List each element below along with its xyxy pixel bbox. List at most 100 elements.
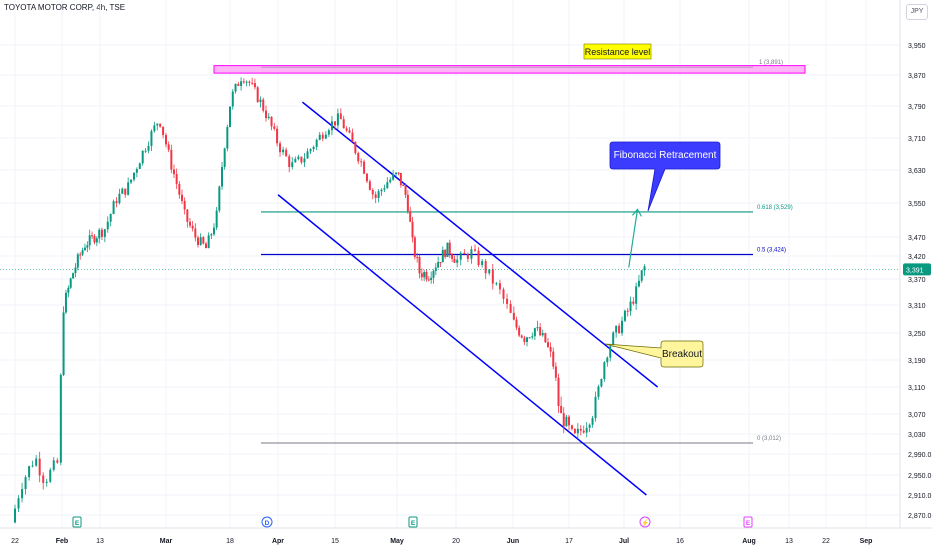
price-tick-label: 3,870 <box>908 73 926 80</box>
candle-body <box>404 185 407 195</box>
candle <box>91 231 94 240</box>
candle <box>609 343 612 362</box>
time-axis[interactable]: 22 Feb 13 Mar 18 Apr 15 May 20 Jun 17 Jul 16 Aug 13 22 S… <box>11 538 872 545</box>
candle <box>218 185 221 213</box>
candle-body <box>570 425 573 429</box>
candle-body <box>474 249 476 251</box>
candle <box>181 189 183 205</box>
vertical-gridlines <box>14 0 867 528</box>
event-marker-glyph: D <box>265 520 270 527</box>
candle-body <box>554 366 557 378</box>
candle <box>409 206 412 223</box>
candle <box>365 172 368 184</box>
candle <box>98 228 101 244</box>
candle-body <box>374 194 377 198</box>
candle-body <box>306 151 309 159</box>
candle <box>570 424 573 431</box>
candle <box>88 229 91 250</box>
candle <box>491 264 494 290</box>
candle-body <box>28 466 31 478</box>
candle <box>248 80 251 87</box>
price-axis[interactable]: 2,870.0 2,910.0 2,950.0 2,990.0 3,030 3,070 3,… <box>903 43 931 520</box>
candle-body <box>430 277 433 280</box>
candle <box>213 223 215 236</box>
candle-body <box>251 82 254 84</box>
candle <box>351 128 354 142</box>
currency-button[interactable]: JPY <box>906 4 928 20</box>
fib-callout-box <box>609 141 721 212</box>
candle-body <box>321 134 324 139</box>
candle-body <box>606 357 609 363</box>
price-tick-label: 3,790 <box>908 104 926 111</box>
candle-body <box>562 413 565 427</box>
candle <box>427 276 430 282</box>
candle <box>420 268 423 281</box>
candle <box>594 391 597 422</box>
candle-body <box>411 221 414 238</box>
price-tick-label: 3,070 <box>908 412 926 419</box>
price-tick-label: 3,420 <box>908 254 926 261</box>
candle <box>24 475 27 495</box>
candle-body <box>618 325 621 334</box>
candle-body <box>512 312 515 320</box>
candle <box>416 253 419 263</box>
candle-body <box>441 249 444 263</box>
time-tick-label: 20 <box>452 538 460 545</box>
candle <box>197 235 199 248</box>
candle-body <box>621 320 624 334</box>
candle-body <box>115 201 118 204</box>
candle <box>56 457 59 464</box>
candle-body <box>248 81 251 83</box>
candle-body <box>270 116 273 127</box>
candle-body <box>451 254 454 259</box>
candle-body <box>141 150 144 164</box>
candle-body <box>79 254 82 256</box>
candle-body <box>189 221 191 226</box>
candle-body <box>444 249 447 257</box>
time-tick-label: Jun <box>507 538 519 545</box>
breakout-callout-box <box>604 340 704 368</box>
candle <box>38 451 41 483</box>
candle <box>207 232 210 249</box>
candle-body <box>351 132 354 142</box>
candle <box>418 254 421 279</box>
candle <box>318 131 321 141</box>
candle-body <box>425 272 428 280</box>
candle <box>526 336 528 347</box>
candle <box>554 362 557 382</box>
candle-body <box>144 150 147 152</box>
candle <box>402 183 405 187</box>
candle <box>536 320 539 331</box>
price-tick-label: 3,710 <box>908 136 926 143</box>
candle <box>153 121 156 133</box>
candle-body <box>100 229 103 237</box>
candle <box>579 425 582 436</box>
candle-body <box>178 183 181 195</box>
candle <box>437 256 440 269</box>
candle-body <box>502 289 505 299</box>
candle-body <box>242 81 245 83</box>
candle <box>509 300 512 314</box>
candle-body <box>327 130 330 135</box>
candle <box>127 177 130 196</box>
candle-body <box>273 126 276 129</box>
candle <box>309 148 312 154</box>
event-marker-split <box>639 516 651 528</box>
candle <box>186 209 189 228</box>
candle-body <box>437 262 440 268</box>
candle <box>141 150 144 166</box>
price-tick-label: 3,250 <box>908 331 926 338</box>
candle-body <box>626 310 629 312</box>
candle <box>191 221 194 232</box>
candle-body <box>406 194 409 212</box>
fib-level-label: 0 (3,012) <box>757 436 781 442</box>
candle-body <box>509 303 512 313</box>
candle <box>64 289 67 314</box>
candle <box>392 170 395 181</box>
candle <box>502 287 505 304</box>
price-tick-label: 2,910.0 <box>908 493 931 500</box>
candle-body <box>640 270 643 281</box>
candle <box>557 373 560 413</box>
candle <box>466 252 469 263</box>
